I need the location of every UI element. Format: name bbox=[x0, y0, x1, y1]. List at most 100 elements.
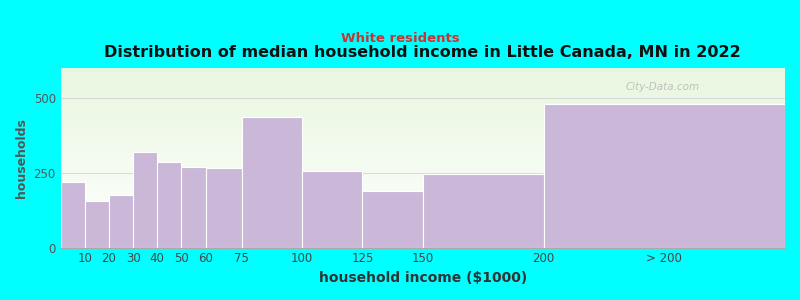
Bar bbox=[61, 152, 785, 154]
Bar bbox=[61, 104, 785, 106]
Bar bbox=[61, 197, 785, 199]
Bar bbox=[61, 117, 785, 118]
Bar bbox=[61, 160, 785, 161]
Bar bbox=[61, 242, 785, 244]
Bar bbox=[61, 172, 785, 174]
Bar bbox=[158, 162, 182, 248]
Bar bbox=[61, 179, 785, 181]
Bar bbox=[61, 86, 785, 88]
Bar bbox=[61, 240, 785, 242]
Bar bbox=[61, 176, 785, 178]
Bar bbox=[61, 154, 785, 156]
Bar bbox=[61, 147, 785, 149]
Bar bbox=[61, 192, 785, 194]
Bar bbox=[61, 99, 785, 100]
Bar bbox=[61, 102, 785, 104]
Bar bbox=[61, 70, 785, 72]
Text: White residents: White residents bbox=[341, 32, 459, 44]
Bar bbox=[61, 237, 785, 239]
Title: Distribution of median household income in Little Canada, MN in 2022: Distribution of median household income … bbox=[105, 45, 742, 60]
Bar bbox=[61, 125, 785, 127]
Bar bbox=[61, 214, 785, 215]
Bar bbox=[61, 111, 785, 113]
Bar bbox=[61, 230, 785, 231]
Bar bbox=[61, 74, 785, 75]
Bar bbox=[302, 171, 362, 248]
Bar bbox=[61, 244, 785, 246]
Text: City-Data.com: City-Data.com bbox=[626, 82, 700, 92]
Bar bbox=[61, 97, 785, 99]
Bar bbox=[61, 129, 785, 131]
Bar bbox=[61, 174, 785, 176]
Bar bbox=[61, 84, 785, 86]
Bar bbox=[61, 120, 785, 122]
Bar bbox=[61, 138, 785, 140]
Bar bbox=[61, 217, 785, 219]
Bar bbox=[61, 90, 785, 92]
Bar bbox=[61, 246, 785, 248]
Bar bbox=[109, 195, 133, 248]
Bar bbox=[61, 219, 785, 221]
Bar bbox=[61, 122, 785, 124]
Bar bbox=[61, 201, 785, 203]
Bar bbox=[61, 161, 785, 163]
Bar bbox=[61, 72, 785, 74]
Bar bbox=[61, 136, 785, 138]
Bar bbox=[61, 108, 785, 109]
X-axis label: household income ($1000): household income ($1000) bbox=[318, 271, 527, 285]
Bar bbox=[61, 190, 785, 192]
Bar bbox=[61, 167, 785, 169]
Bar bbox=[61, 169, 785, 170]
Bar bbox=[61, 203, 785, 205]
Bar bbox=[61, 93, 785, 95]
Bar bbox=[61, 196, 785, 197]
Bar bbox=[61, 81, 785, 82]
Bar bbox=[61, 110, 785, 111]
Bar bbox=[61, 181, 785, 183]
Bar bbox=[61, 79, 785, 81]
Bar bbox=[61, 238, 785, 240]
Bar bbox=[543, 104, 785, 248]
Bar bbox=[61, 215, 785, 217]
Bar bbox=[61, 145, 785, 147]
Bar bbox=[61, 134, 785, 136]
Bar bbox=[61, 131, 785, 133]
Bar bbox=[61, 210, 785, 212]
Bar bbox=[61, 165, 785, 167]
Bar bbox=[133, 152, 158, 248]
Bar bbox=[242, 118, 302, 248]
Bar bbox=[423, 174, 543, 248]
Bar bbox=[61, 170, 785, 172]
Bar bbox=[61, 185, 785, 187]
Bar bbox=[61, 88, 785, 90]
Bar bbox=[61, 223, 785, 224]
Bar bbox=[61, 221, 785, 223]
Bar bbox=[61, 224, 785, 226]
Bar bbox=[206, 168, 242, 248]
Bar bbox=[61, 151, 785, 152]
Bar bbox=[61, 233, 785, 235]
Bar bbox=[61, 187, 785, 188]
Bar bbox=[182, 167, 206, 248]
Bar bbox=[61, 100, 785, 102]
Bar bbox=[61, 194, 785, 196]
Bar bbox=[61, 127, 785, 129]
Bar bbox=[61, 124, 785, 125]
Bar bbox=[61, 208, 785, 210]
Bar bbox=[61, 95, 785, 97]
Bar bbox=[61, 149, 785, 151]
Bar bbox=[61, 228, 785, 230]
Bar bbox=[61, 206, 785, 208]
Y-axis label: households: households bbox=[15, 118, 28, 198]
Bar bbox=[61, 133, 785, 134]
Bar bbox=[61, 235, 785, 237]
Bar bbox=[61, 178, 785, 179]
Bar bbox=[61, 158, 785, 160]
Bar bbox=[61, 118, 785, 120]
Bar bbox=[61, 143, 785, 145]
Bar bbox=[61, 113, 785, 115]
Bar bbox=[61, 163, 785, 165]
Bar bbox=[61, 140, 785, 142]
Bar bbox=[61, 188, 785, 190]
Bar bbox=[61, 142, 785, 143]
